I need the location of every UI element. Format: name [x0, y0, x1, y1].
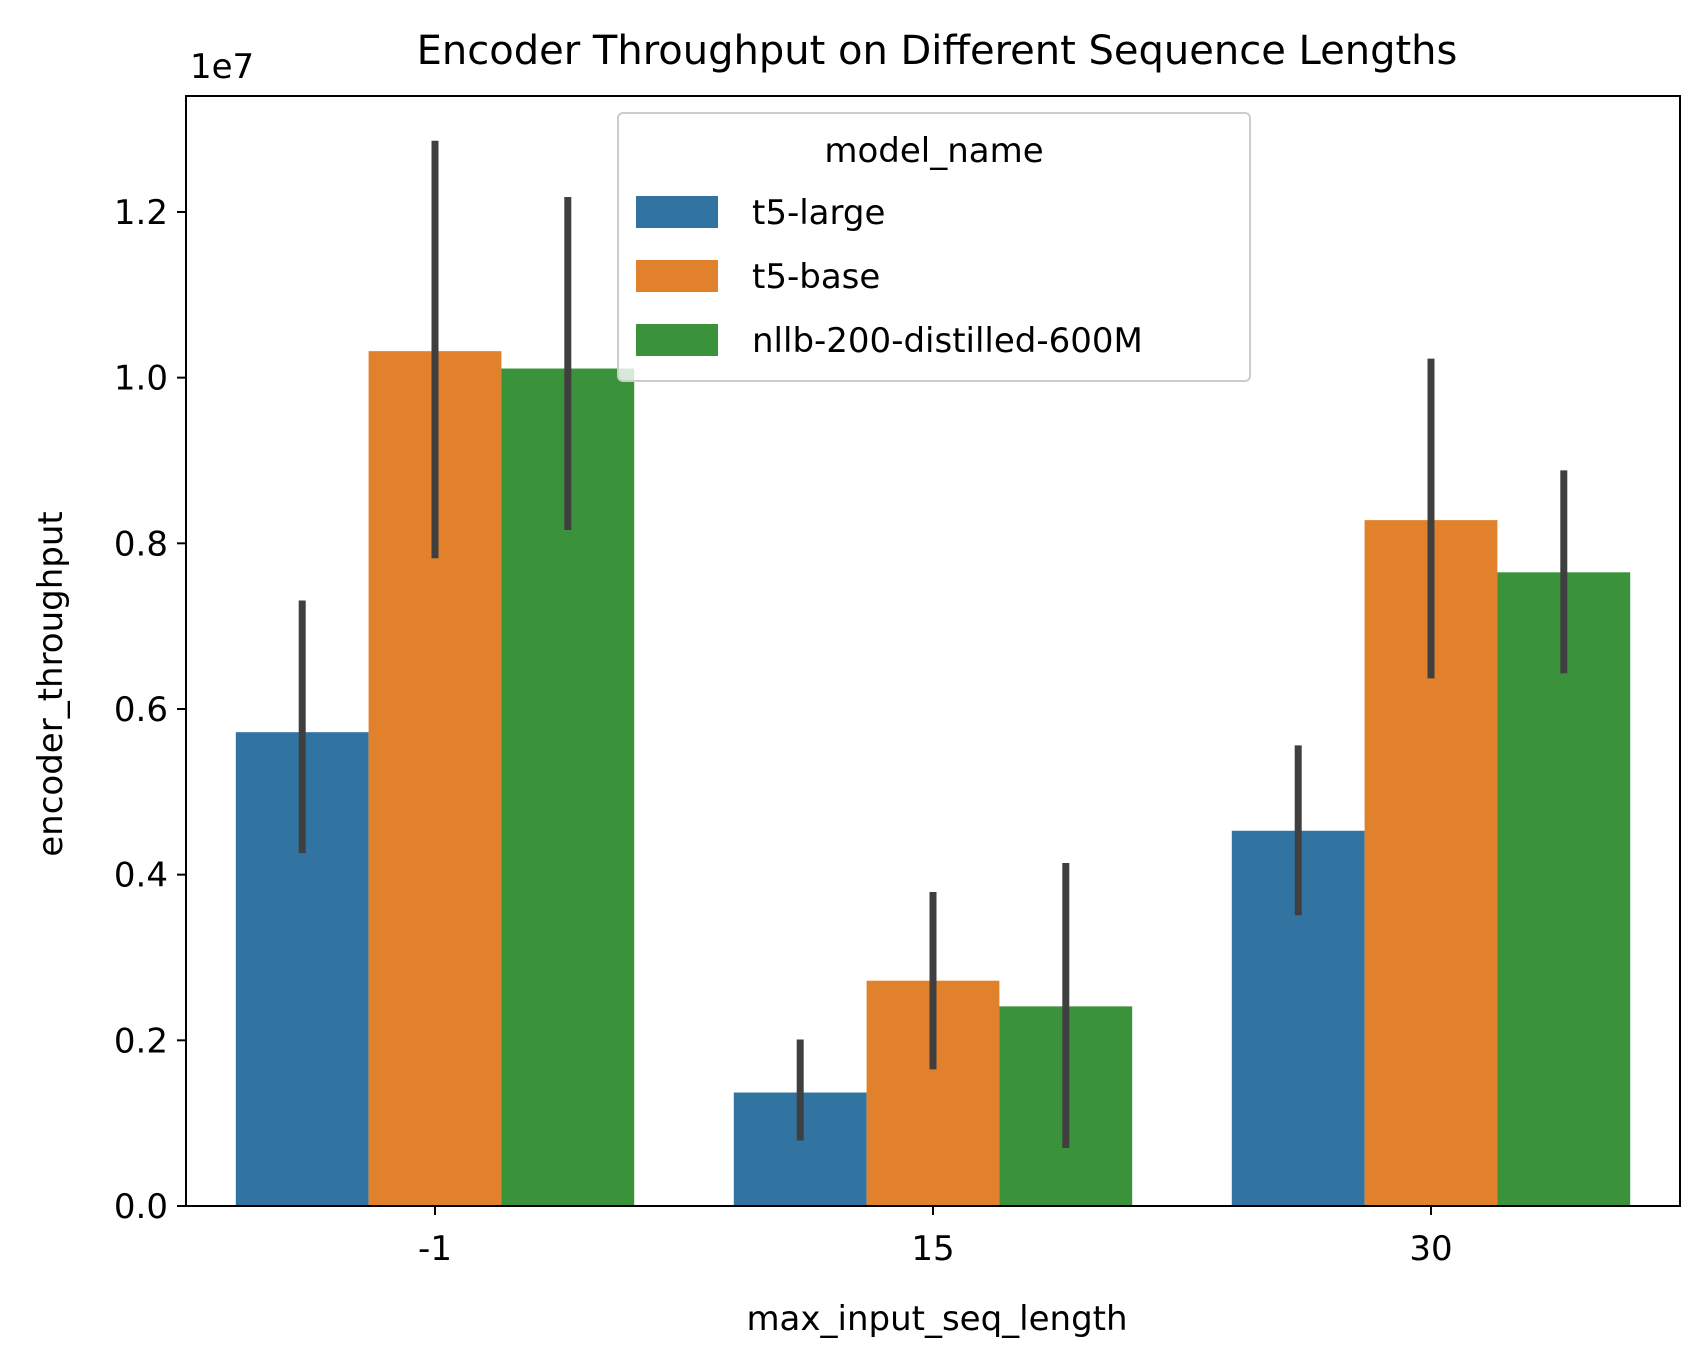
y-offset-label: 1e7: [190, 47, 254, 87]
x-tick-label: 30: [1409, 1229, 1452, 1269]
y-tick-label: 0.6: [114, 690, 168, 730]
x-tick-label: 15: [911, 1229, 954, 1269]
legend-label-t5-base: t5-base: [752, 257, 880, 297]
legend-label-t5-large: t5-large: [752, 193, 885, 233]
legend-box: [617, 112, 1251, 382]
y-tick-label: 1.0: [114, 359, 168, 399]
legend-swatch-nllb-200-distilled-600M: [636, 324, 718, 356]
x-tick-label: -1: [418, 1229, 452, 1269]
legend-title: model_name: [824, 131, 1043, 171]
y-tick-label: 0.8: [114, 524, 168, 564]
y-axis-label: encoder_throughput: [31, 511, 71, 857]
bars-layer: [235, 351, 1631, 1206]
bar-nllb-200-distilled-600M-30: [1497, 572, 1631, 1206]
legend-swatch-t5-base: [636, 260, 718, 292]
legend-swatch-t5-large: [636, 196, 718, 228]
legend: model_name t5-large t5-base nllb-200-disti…: [617, 112, 1251, 382]
y-axis: 0.0 0.2 0.4 0.6 0.8 1.0 1.2: [114, 193, 186, 1227]
y-tick-label: 0.0: [114, 1187, 168, 1227]
x-axis: -1 15 30: [418, 1206, 1453, 1269]
legend-label-nllb-200-distilled-600M: nllb-200-distilled-600M: [752, 321, 1143, 361]
legend-entries: t5-large t5-base nllb-200-distilled-600M: [636, 193, 1143, 361]
y-tick-label: 0.4: [114, 856, 168, 896]
chart-title: Encoder Throughput on Different Sequence…: [417, 28, 1458, 74]
x-axis-label: max_input_seq_length: [746, 1299, 1127, 1339]
y-tick-label: 0.2: [114, 1021, 168, 1061]
errorbars-layer: [298, 140, 1568, 1149]
y-tick-label: 1.2: [114, 193, 168, 233]
